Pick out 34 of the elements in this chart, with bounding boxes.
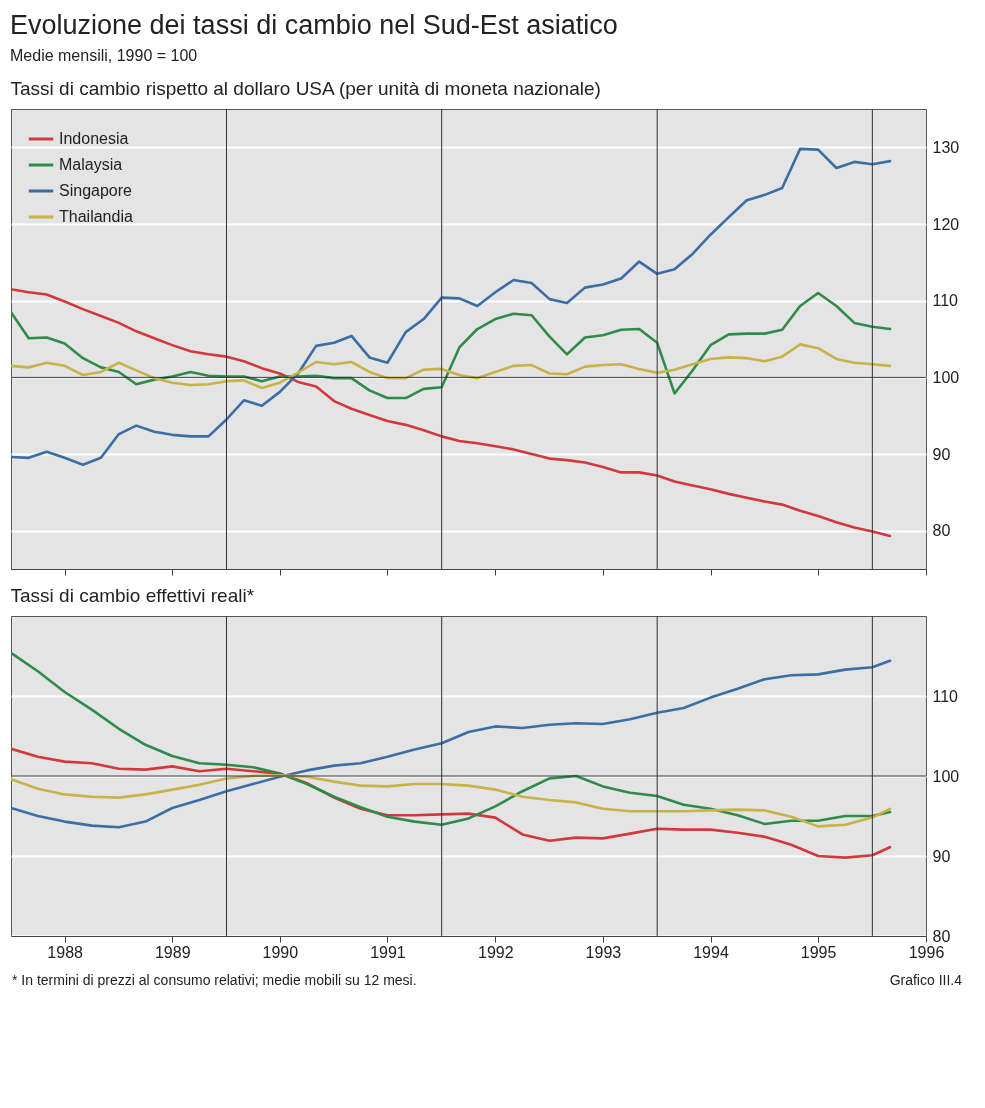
x-tick-label: 1994 [693, 943, 729, 961]
x-tick-label: 1996 [908, 943, 945, 961]
x-tick-label: 1988 [47, 943, 84, 961]
x-tick-label: 1995 [800, 943, 837, 961]
line-series [11, 147, 892, 467]
text: Tassi di cambio rispetto al dollaro USA (per unità di moneta nazionale) [10, 77, 601, 99]
y-tick-label: 90 [932, 847, 951, 865]
y-tick-label: 100 [932, 368, 960, 386]
text: * In termini di prezzi al consumo relativi; medie mobili su 12 mesi. [12, 972, 417, 988]
x-tick-label: 1989 [154, 943, 191, 961]
line-series [11, 773, 892, 828]
y-tick-label: 110 [932, 292, 959, 310]
x-tick-label: 1992 [478, 943, 514, 961]
legend-label: Malaysia [59, 156, 123, 173]
chart-subtitle: Medie mensili, 1990 = 100 [10, 47, 198, 64]
y-tick-label: 130 [932, 138, 960, 156]
x-tick-label: 1993 [585, 943, 622, 961]
y-tick-label: 80 [932, 927, 951, 945]
line-series [11, 291, 892, 400]
line-series [11, 343, 892, 390]
x-tick-label: 1990 [262, 943, 299, 961]
x-tick-label: 1991 [370, 943, 406, 961]
legend-label: Indonesia [59, 130, 129, 147]
chart-title: Evoluzione dei tassi di cambio nel Sud-Est asiatico [10, 10, 618, 40]
y-tick-label: 90 [932, 445, 951, 463]
y-tick-label: 110 [932, 687, 959, 705]
y-tick-label: 120 [932, 215, 960, 233]
y-tick-label: 80 [932, 522, 951, 540]
line-series [11, 287, 892, 538]
text: Grafico III.4 [889, 972, 962, 988]
y-tick-label: 100 [932, 767, 960, 785]
legend-label: Singapore [59, 182, 133, 199]
legend-label: Thailandia [59, 208, 133, 225]
chart-title: Tassi di cambio effettivi reali* [10, 584, 255, 606]
